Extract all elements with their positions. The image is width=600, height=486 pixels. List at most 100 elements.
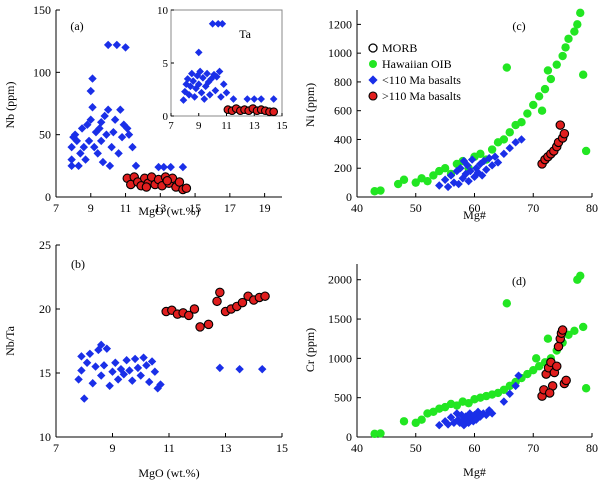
data-point-diamond <box>243 95 252 103</box>
data-point-circle <box>368 91 378 101</box>
data-point-diamond <box>128 376 137 385</box>
panel-b: 10 15 20 25 7 9 11 13 15 MgO (wt.%) Nb/Ta (b) <box>3 238 288 480</box>
data-point-diamond <box>88 103 97 112</box>
data-point-diamond <box>97 371 106 380</box>
inset-ta: 0 5 10 7 9 11 13 15 Ta <box>157 5 288 132</box>
data-point-diamond <box>154 162 163 172</box>
data-point-circle <box>576 271 585 280</box>
data-point-diamond <box>514 371 523 380</box>
data-point-diamond <box>511 381 520 391</box>
x-tick-label: 50 <box>410 201 422 215</box>
data-point-diamond <box>188 69 196 78</box>
data-point-circle <box>423 176 432 186</box>
data-point-circle <box>189 304 200 314</box>
data-point-circle <box>429 171 438 180</box>
data-point-diamond <box>185 91 193 99</box>
y-tick-label: 150 <box>33 3 51 17</box>
data-point-diamond <box>179 96 188 104</box>
data-point-diamond <box>207 75 216 83</box>
data-point-diamond <box>211 86 220 95</box>
data-point-diamond <box>463 161 472 170</box>
data-point-diamond <box>197 88 206 97</box>
panel-label-a: (a) <box>70 19 83 33</box>
data-point-circle <box>578 322 588 332</box>
data-point-circle <box>581 384 591 393</box>
data-point-circle <box>237 297 248 308</box>
y-tick-label: 100 <box>33 65 51 79</box>
panel-label-c: (c) <box>512 19 525 33</box>
data-point-diamond <box>107 142 116 152</box>
series-red <box>161 287 270 332</box>
panel-d: 0 500 1000 1500 2000 40 50 60 70 80 Mg# Cr (ppm) (d) <box>303 264 598 479</box>
data-point-diamond <box>136 371 145 380</box>
x-tick-label: 19 <box>259 201 271 215</box>
data-point-diamond <box>499 397 509 406</box>
data-point-diamond <box>70 130 80 139</box>
data-point-diamond <box>217 93 225 101</box>
data-point-circle <box>215 287 225 298</box>
data-point-diamond <box>222 88 231 97</box>
data-point-diamond <box>200 95 209 103</box>
data-point-circle <box>576 8 585 18</box>
y-tick-label: 2000 <box>328 273 352 287</box>
data-point-diamond <box>505 143 514 153</box>
x-tick-label: 80 <box>586 441 598 455</box>
y-axis-title: Nb (ppm) <box>3 82 17 129</box>
data-point-circle <box>581 146 591 156</box>
data-point-circle <box>376 186 385 195</box>
data-point-diamond <box>193 71 202 80</box>
data-point-diamond <box>84 136 94 146</box>
x-tick-label: 9 <box>88 201 94 215</box>
data-point-circle <box>534 92 544 101</box>
data-point-circle <box>502 63 512 72</box>
data-point-circle <box>529 100 538 110</box>
data-point-diamond <box>67 155 76 164</box>
series-blue <box>435 371 523 430</box>
x-tick-label: 7 <box>53 201 59 215</box>
data-point-circle <box>558 51 567 61</box>
data-point-diamond <box>203 69 211 78</box>
data-point-diamond <box>122 356 131 365</box>
data-point-diamond <box>156 380 165 389</box>
data-point-diamond <box>250 95 259 103</box>
data-point-circle <box>162 176 173 186</box>
data-point-diamond <box>117 132 127 142</box>
data-point-diamond <box>105 161 115 171</box>
legend-label: >110 Ma basalts <box>382 89 461 103</box>
data-point-diamond <box>133 363 143 373</box>
data-point-circle <box>369 60 377 68</box>
data-point-diamond <box>499 149 509 159</box>
data-point-circle <box>570 27 579 36</box>
data-point-diamond <box>470 172 479 182</box>
data-point-circle <box>570 326 579 336</box>
data-point-diamond <box>109 127 118 137</box>
data-point-diamond <box>79 142 89 152</box>
data-point-circle <box>141 182 152 192</box>
data-point-circle <box>260 291 270 301</box>
legend: MORB Hawaiian OIB <110 Ma basalts >110 Ma b… <box>368 41 461 103</box>
data-point-diamond <box>98 157 108 167</box>
data-point-diamond <box>86 86 95 96</box>
data-point-diamond <box>446 171 456 180</box>
data-point-diamond <box>435 181 444 190</box>
x-tick-label: 70 <box>527 441 539 455</box>
data-point-diamond <box>166 162 175 172</box>
x-tick-label: 50 <box>410 441 422 455</box>
data-point-diamond <box>258 364 267 374</box>
inset-series-red <box>223 104 279 117</box>
data-point-diamond <box>490 152 500 161</box>
data-point-circle <box>523 109 532 118</box>
data-point-circle <box>578 70 588 79</box>
data-point-diamond <box>139 353 148 362</box>
data-point-diamond <box>90 142 99 152</box>
data-point-diamond <box>477 171 487 180</box>
data-point-circle <box>195 322 205 332</box>
data-point-diamond <box>194 80 203 88</box>
data-point-diamond <box>464 176 473 186</box>
data-point-diamond <box>189 77 197 85</box>
data-point-circle <box>487 145 497 154</box>
y-tick-label: 0 <box>346 430 352 444</box>
data-point-diamond <box>108 367 117 376</box>
data-point-diamond <box>482 165 491 174</box>
